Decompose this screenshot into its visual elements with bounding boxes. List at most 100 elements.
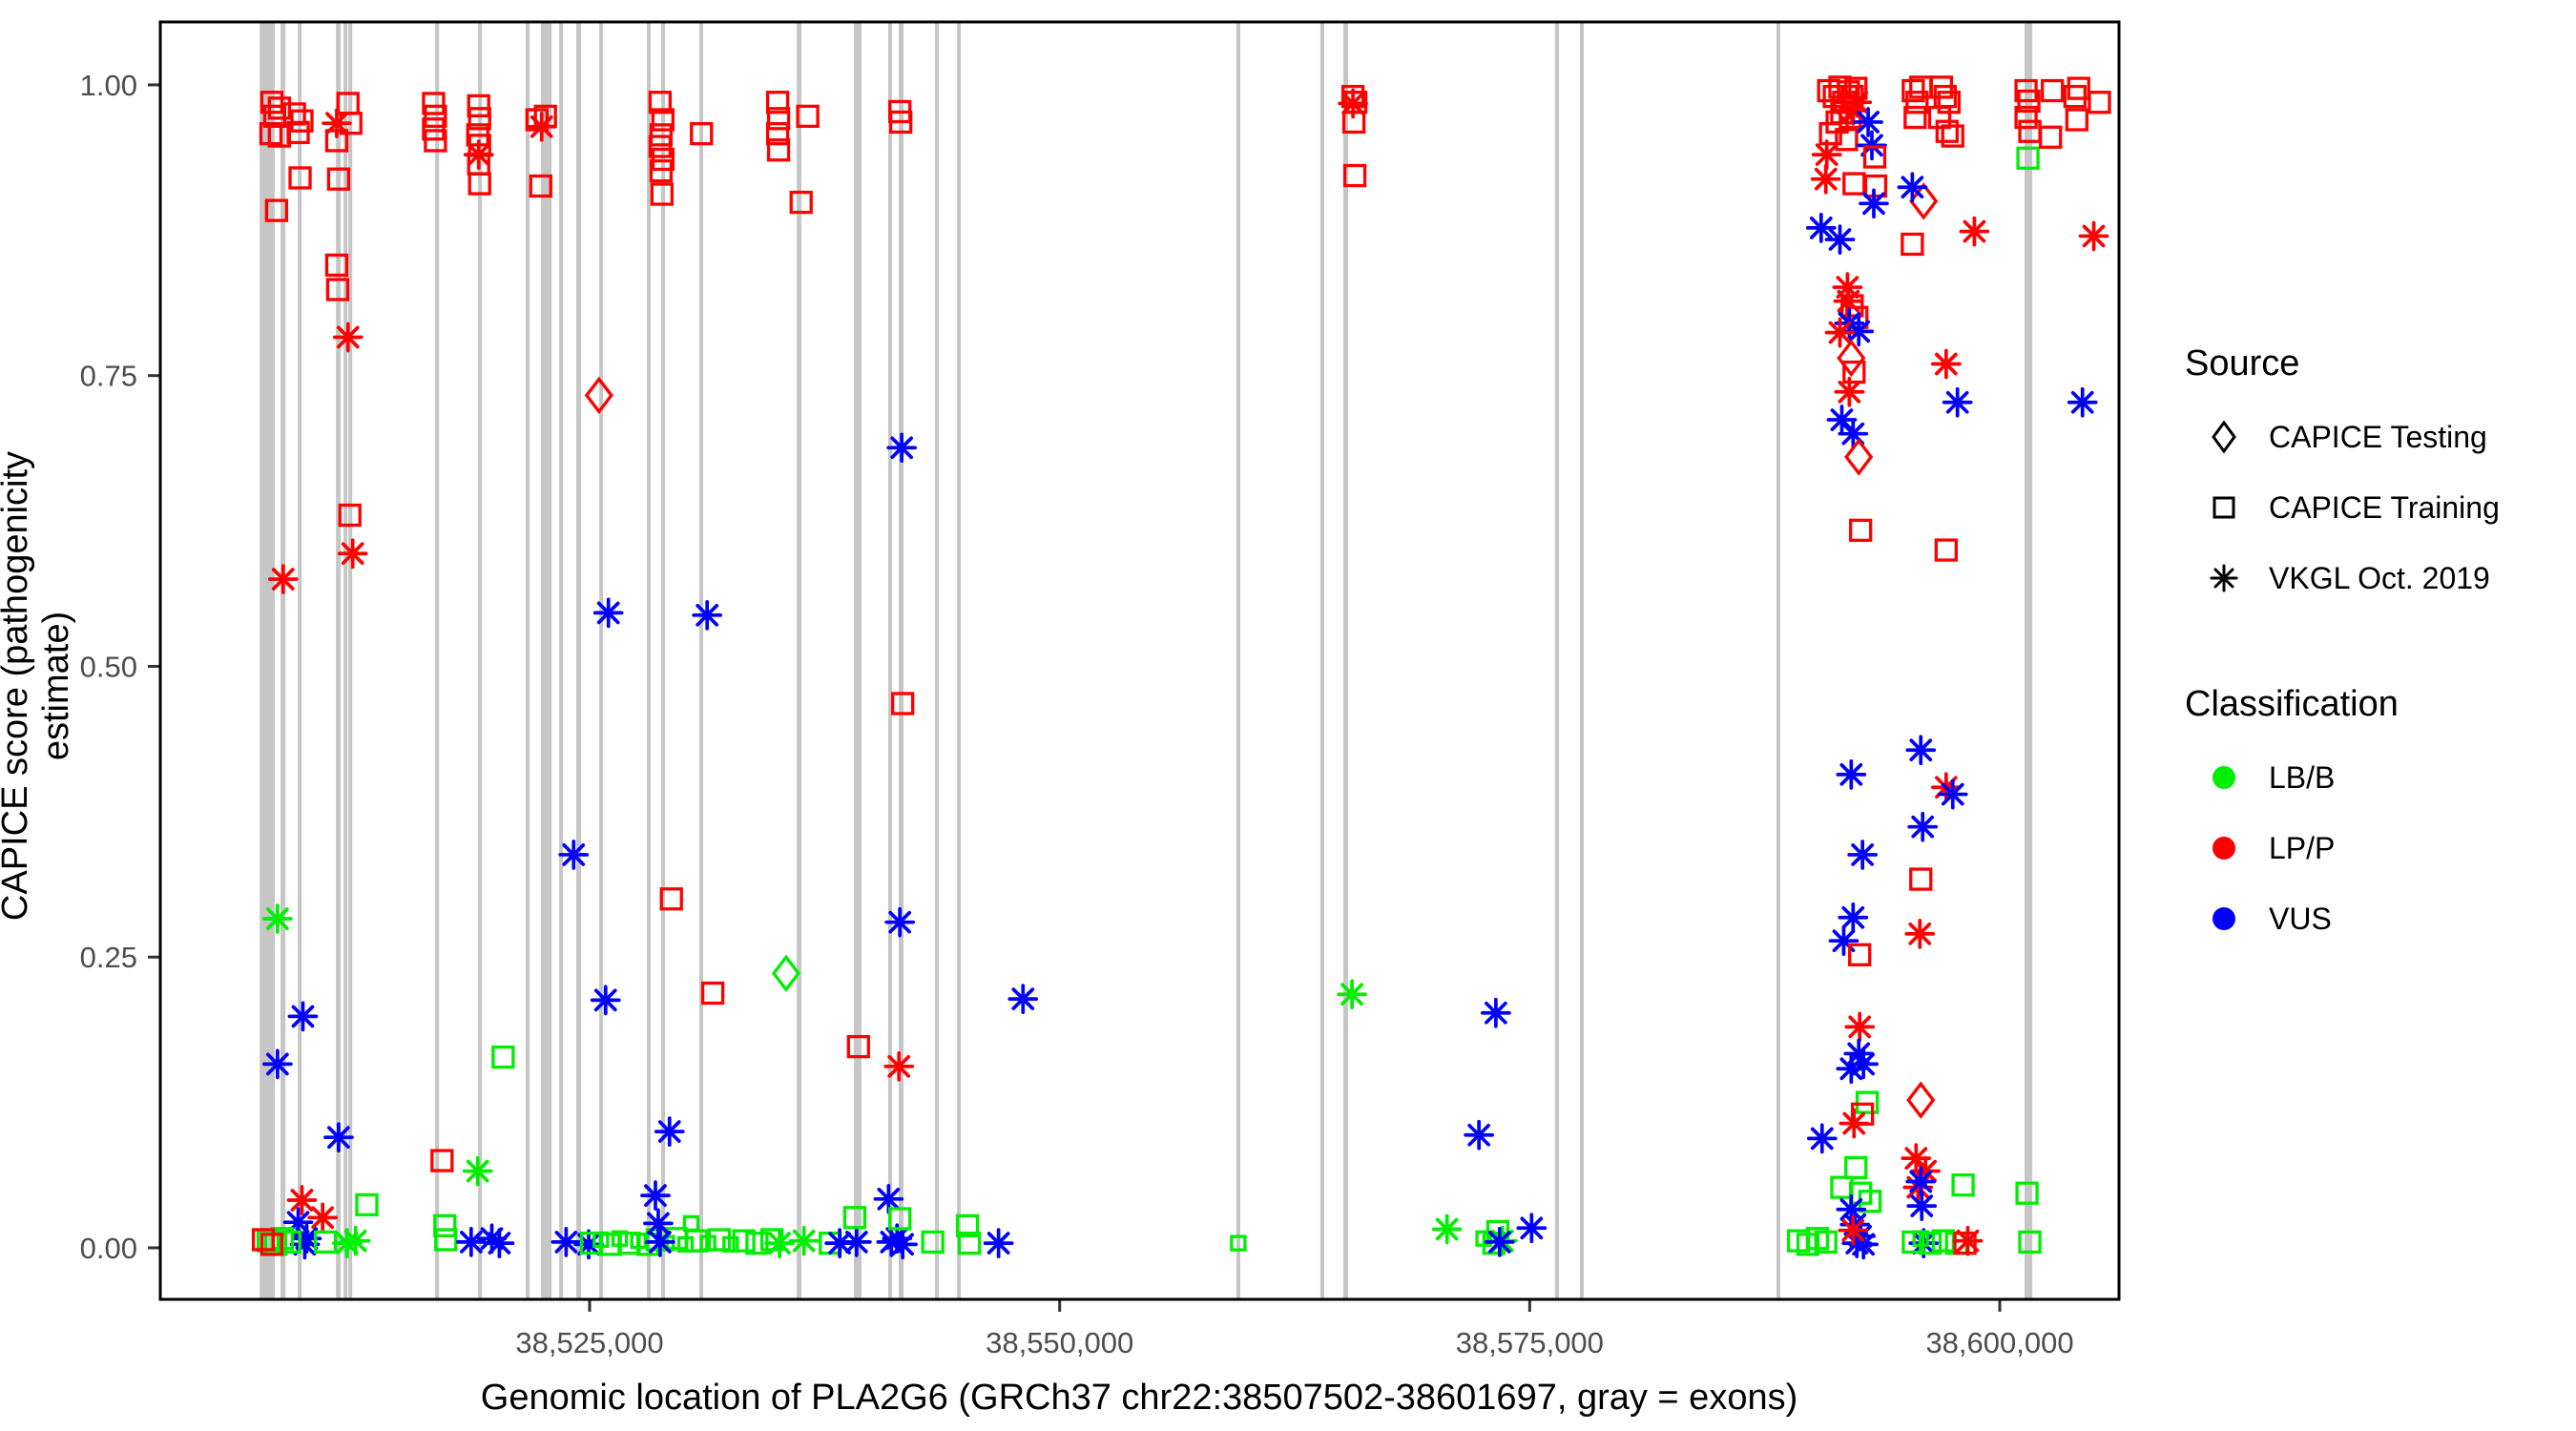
x-tick-label: 38,550,000 [986, 1326, 1133, 1359]
exon-bar [853, 23, 862, 1298]
data-point-square [2017, 89, 2041, 114]
data-point-square [648, 91, 673, 114]
asterisk-spoke [1862, 192, 1885, 216]
asterisk-spoke [460, 1231, 483, 1254]
legend-classification-title: Classification [2185, 684, 2399, 724]
data-point-square [846, 1034, 870, 1059]
data-point-square [1863, 174, 1888, 198]
data-point-square [324, 253, 349, 278]
data-point-square [422, 92, 446, 115]
asterisk-spoke [1839, 762, 1863, 786]
legend-item-vus: VUS [2185, 883, 2576, 954]
data-point-square [707, 1228, 732, 1252]
asterisk-spoke [649, 1231, 672, 1254]
asterisk-spoke [1909, 738, 1933, 762]
data-point-asterisk [1897, 172, 1928, 203]
asterisk-spoke [554, 1231, 578, 1254]
exon-bar [1554, 23, 1559, 1298]
asterisk-spoke [1340, 983, 1363, 1006]
data-point-asterisk [643, 1208, 674, 1239]
y-tick-label: 1.00 [80, 69, 137, 102]
legend-item-label: VKGL Oct. 2019 [2269, 560, 2490, 595]
data-point-square [890, 692, 915, 716]
data-point-asterisk [692, 599, 723, 631]
exon-bar [698, 23, 704, 1298]
y-tick-label: 0.25 [80, 941, 137, 974]
exon-bar [343, 23, 348, 1298]
asterisk-spoke [1847, 320, 1871, 343]
asterisk-spoke [1810, 1127, 1834, 1151]
data-point-square [1909, 867, 1933, 891]
asterisk-spoke [792, 1229, 816, 1253]
data-point-square [339, 112, 363, 135]
data-point-asterisk [558, 840, 590, 870]
data-point-square [467, 93, 490, 118]
data-point-square [1818, 122, 1842, 146]
asterisk-spoke [1435, 1217, 1459, 1241]
exon-bar [599, 23, 604, 1298]
exon-bar [660, 23, 666, 1298]
data-point-diamond [1831, 87, 1860, 125]
data-point-square [649, 159, 674, 183]
exon-bar [526, 23, 530, 1298]
exon-bar [898, 23, 904, 1298]
data-point-asterisk [2067, 386, 2098, 418]
data-point-asterisk [884, 906, 916, 938]
asterisk-spoke [1841, 422, 1865, 446]
asterisk-spoke [1809, 217, 1833, 239]
asterisk-spoke [466, 1159, 489, 1183]
exon-bar [260, 23, 275, 1298]
data-point-asterisk [456, 1227, 487, 1257]
data-point-asterisk [887, 1229, 918, 1260]
asterisk-spoke [1842, 1111, 1866, 1135]
data-point-asterisk [1959, 216, 1990, 247]
exon-bar [1236, 23, 1240, 1298]
exon-bar [1579, 23, 1585, 1298]
asterisk-spoke [890, 436, 913, 460]
data-point-asterisk [1806, 1123, 1838, 1154]
data-point-square [1830, 1175, 1854, 1199]
legend: Source CAPICE Testing CAPICE Training [2185, 343, 2576, 954]
asterisk-spoke [1841, 1218, 1865, 1242]
y-tick-label: 0.50 [80, 650, 137, 683]
asterisk-spoke [593, 988, 617, 1012]
y-axis-title: CAPICE score (pathogenicity estimate) [0, 450, 76, 922]
data-point-square [957, 1231, 982, 1255]
asterisk-spoke [2082, 224, 2106, 248]
asterisk-spoke [266, 1052, 289, 1076]
asterisk-spoke [311, 1206, 335, 1230]
data-point-asterisk [340, 1225, 371, 1256]
data-point-asterisk [287, 1001, 319, 1032]
data-point-square [2063, 84, 2087, 109]
square-icon [2202, 486, 2246, 529]
data-point-asterisk [1826, 404, 1858, 435]
data-point-asterisk [1844, 1011, 1876, 1043]
asterisk-spoke [1341, 92, 1364, 115]
exon-bar [280, 23, 286, 1298]
data-point-square [1953, 1231, 1977, 1255]
data-point-square [286, 120, 310, 145]
data-point-asterisk [1811, 139, 1842, 170]
panel-border [158, 20, 2121, 1301]
exon-bar [559, 23, 564, 1298]
data-point-diamond [584, 376, 613, 415]
data-point-asterisk [1824, 317, 1856, 348]
data-point-asterisk [983, 1228, 1014, 1258]
data-point-asterisk [590, 985, 621, 1016]
data-point-asterisk [1931, 348, 1962, 380]
data-point-square [424, 104, 447, 129]
data-point-square [2041, 78, 2065, 103]
asterisk-spoke [844, 1231, 868, 1254]
data-point-square [659, 887, 683, 911]
data-point-square [2039, 125, 2063, 149]
data-point-asterisk [551, 1227, 582, 1257]
data-point-square [1901, 78, 1925, 103]
data-point-asterisk [1810, 163, 1841, 195]
asterisk-spoke [1485, 1001, 1507, 1025]
exon-bar [298, 23, 302, 1298]
data-point-asterisk [484, 1228, 515, 1258]
data-point-asterisk [1904, 919, 1936, 949]
data-point-asterisk [1838, 902, 1869, 933]
data-point-asterisk [1857, 130, 1887, 161]
data-point-square [682, 1214, 700, 1233]
